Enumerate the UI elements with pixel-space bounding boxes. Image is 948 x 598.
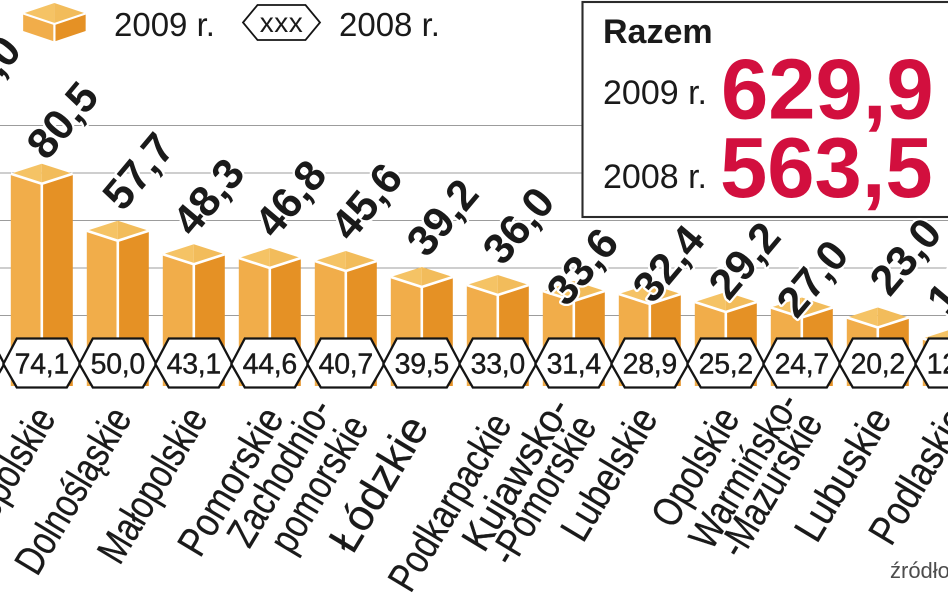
- svg-text:12,4: 12,4: [927, 349, 948, 381]
- svg-text:50,0: 50,0: [91, 349, 145, 381]
- svg-text:33,0: 33,0: [471, 349, 525, 381]
- svg-text:39,5: 39,5: [395, 349, 449, 381]
- svg-text:25,2: 25,2: [699, 349, 753, 381]
- svg-text:xxx: xxx: [260, 7, 304, 38]
- svg-text:2009 r.: 2009 r.: [114, 6, 215, 43]
- svg-text:74,1: 74,1: [15, 349, 69, 381]
- svg-text:44,6: 44,6: [243, 349, 297, 381]
- svg-text:40,7: 40,7: [319, 349, 373, 381]
- svg-text:20,2: 20,2: [851, 349, 905, 381]
- svg-text:źródło: GUS: źródło: GUS: [890, 558, 948, 583]
- svg-text:2009 r.: 2009 r.: [603, 74, 707, 112]
- svg-text:2008 r.: 2008 r.: [339, 6, 440, 43]
- svg-text:Razem: Razem: [603, 13, 713, 51]
- svg-text:43,1: 43,1: [167, 349, 221, 381]
- svg-text:563,5: 563,5: [720, 121, 933, 216]
- svg-text:28,9: 28,9: [623, 349, 677, 381]
- svg-text:2008 r.: 2008 r.: [603, 158, 707, 196]
- svg-text:24,7: 24,7: [775, 349, 829, 381]
- svg-text:31,4: 31,4: [547, 349, 602, 381]
